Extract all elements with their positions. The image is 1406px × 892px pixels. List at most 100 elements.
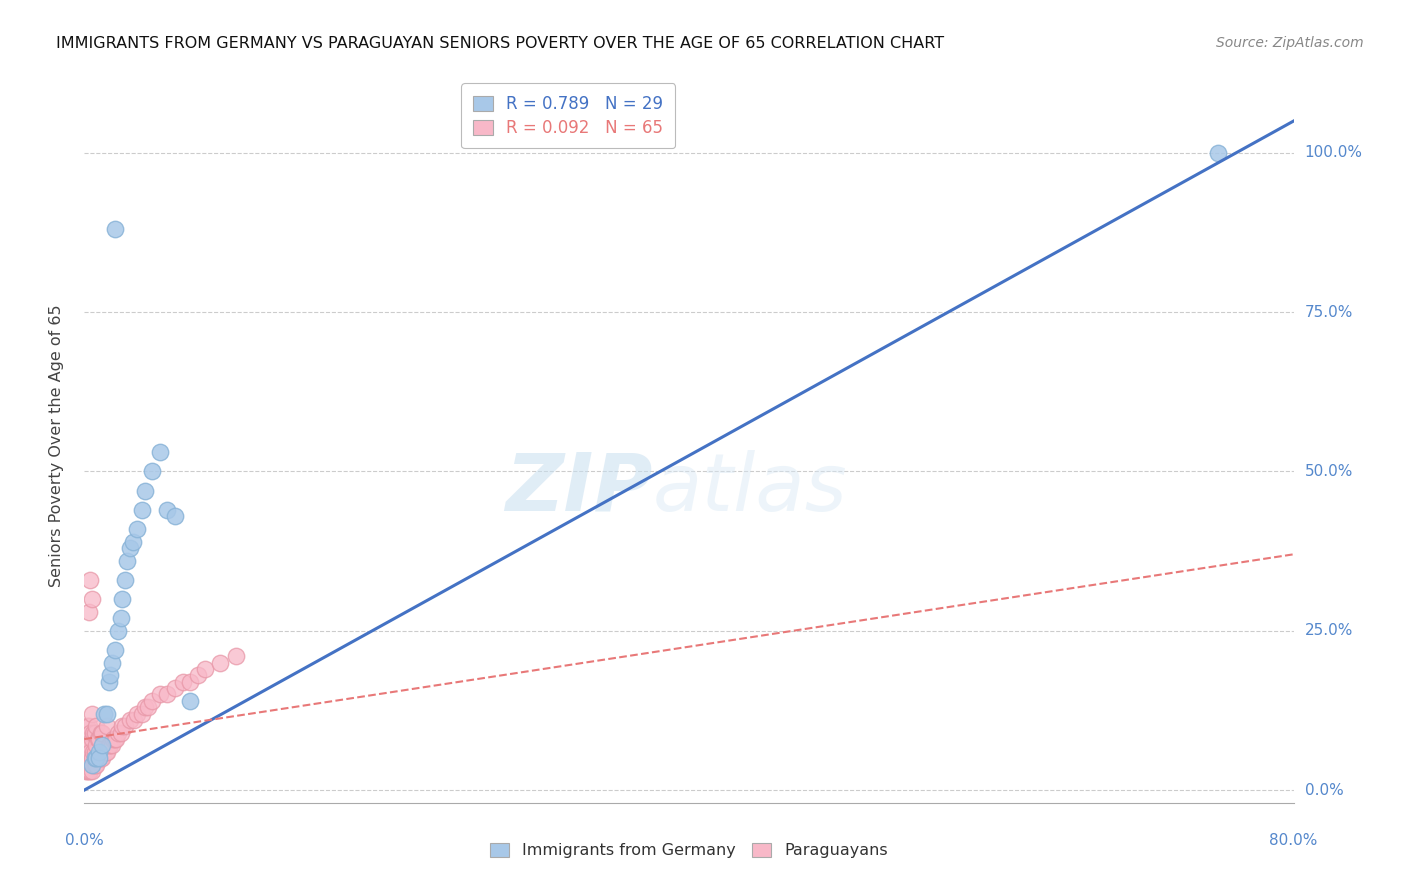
Point [86,751,108,765]
Point [82,745,104,759]
Point [163,509,186,524]
Point [100,739,122,753]
Point [76,739,98,753]
Point [87,751,110,765]
Point [104,222,127,236]
Point [111,719,134,733]
Point [80,751,103,765]
Point [97,739,120,753]
Point [163,681,186,695]
Point [114,719,136,733]
Point [89,745,111,759]
Point [105,732,128,747]
Point [131,502,153,516]
Point [80,591,103,606]
Point [107,624,129,638]
Point [80,757,103,772]
Point [76,719,98,733]
Text: 25.0%: 25.0% [1305,624,1353,639]
Point [75,739,97,753]
Point [127,706,149,721]
Point [115,554,138,568]
Point [110,725,132,739]
Legend: Immigrants from Germany, Paraguayans: Immigrants from Germany, Paraguayans [482,835,896,866]
Point [86,719,108,733]
Y-axis label: Seniors Poverty Over the Age of 65: Seniors Poverty Over the Age of 65 [49,305,63,587]
Text: 75.0%: 75.0% [1305,305,1353,319]
Point [127,522,149,536]
Point [156,688,179,702]
Point [110,611,132,625]
Point [104,643,127,657]
Point [97,674,120,689]
Point [89,751,111,765]
Point [79,725,101,739]
Point [79,573,101,587]
Point [84,725,107,739]
Point [90,725,112,739]
Point [91,751,114,765]
Point [209,656,232,670]
Point [93,706,115,721]
Point [111,591,134,606]
Point [87,732,110,747]
Point [93,745,115,759]
Point [149,445,172,459]
Point [77,764,100,778]
Point [77,605,100,619]
Point [179,674,201,689]
Point [80,732,103,747]
Text: IMMIGRANTS FROM GERMANY VS PARAGUAYAN SENIORS POVERTY OVER THE AGE OF 65 CORRELA: IMMIGRANTS FROM GERMANY VS PARAGUAYAN SE… [56,36,945,51]
Point [131,706,153,721]
Point [141,465,163,479]
Point [187,668,209,682]
Point [86,739,108,753]
Point [134,483,156,498]
Point [114,573,136,587]
Text: Source: ZipAtlas.com: Source: ZipAtlas.com [1216,36,1364,50]
Point [89,732,111,747]
Point [89,751,111,765]
Point [80,764,103,778]
Point [104,732,127,747]
Point [84,751,107,765]
Point [98,739,121,753]
Point [118,541,141,555]
Point [75,764,97,778]
Point [91,739,114,753]
Point [82,757,104,772]
Point [96,719,118,733]
Point [79,764,101,778]
Point [96,706,118,721]
Point [118,713,141,727]
Point [77,739,100,753]
Point [141,694,163,708]
Point [225,649,247,664]
Point [77,719,100,733]
Text: 100.0%: 100.0% [1305,145,1362,161]
Point [75,751,97,765]
Point [86,757,108,772]
Point [76,751,98,765]
Point [122,713,145,727]
Point [1206,145,1229,160]
Point [84,745,107,759]
Point [94,745,117,759]
Point [77,751,100,765]
Text: 0.0%: 0.0% [65,833,104,848]
Point [134,700,156,714]
Point [156,502,179,516]
Point [90,751,112,765]
Point [98,668,121,682]
Text: ZIP: ZIP [505,450,652,528]
Point [107,725,129,739]
Point [82,725,104,739]
Text: atlas: atlas [652,450,848,528]
Point [136,700,159,714]
Point [79,745,101,759]
Point [172,674,194,689]
Point [84,757,107,772]
Point [80,706,103,721]
Text: 50.0%: 50.0% [1305,464,1353,479]
Point [101,732,124,747]
